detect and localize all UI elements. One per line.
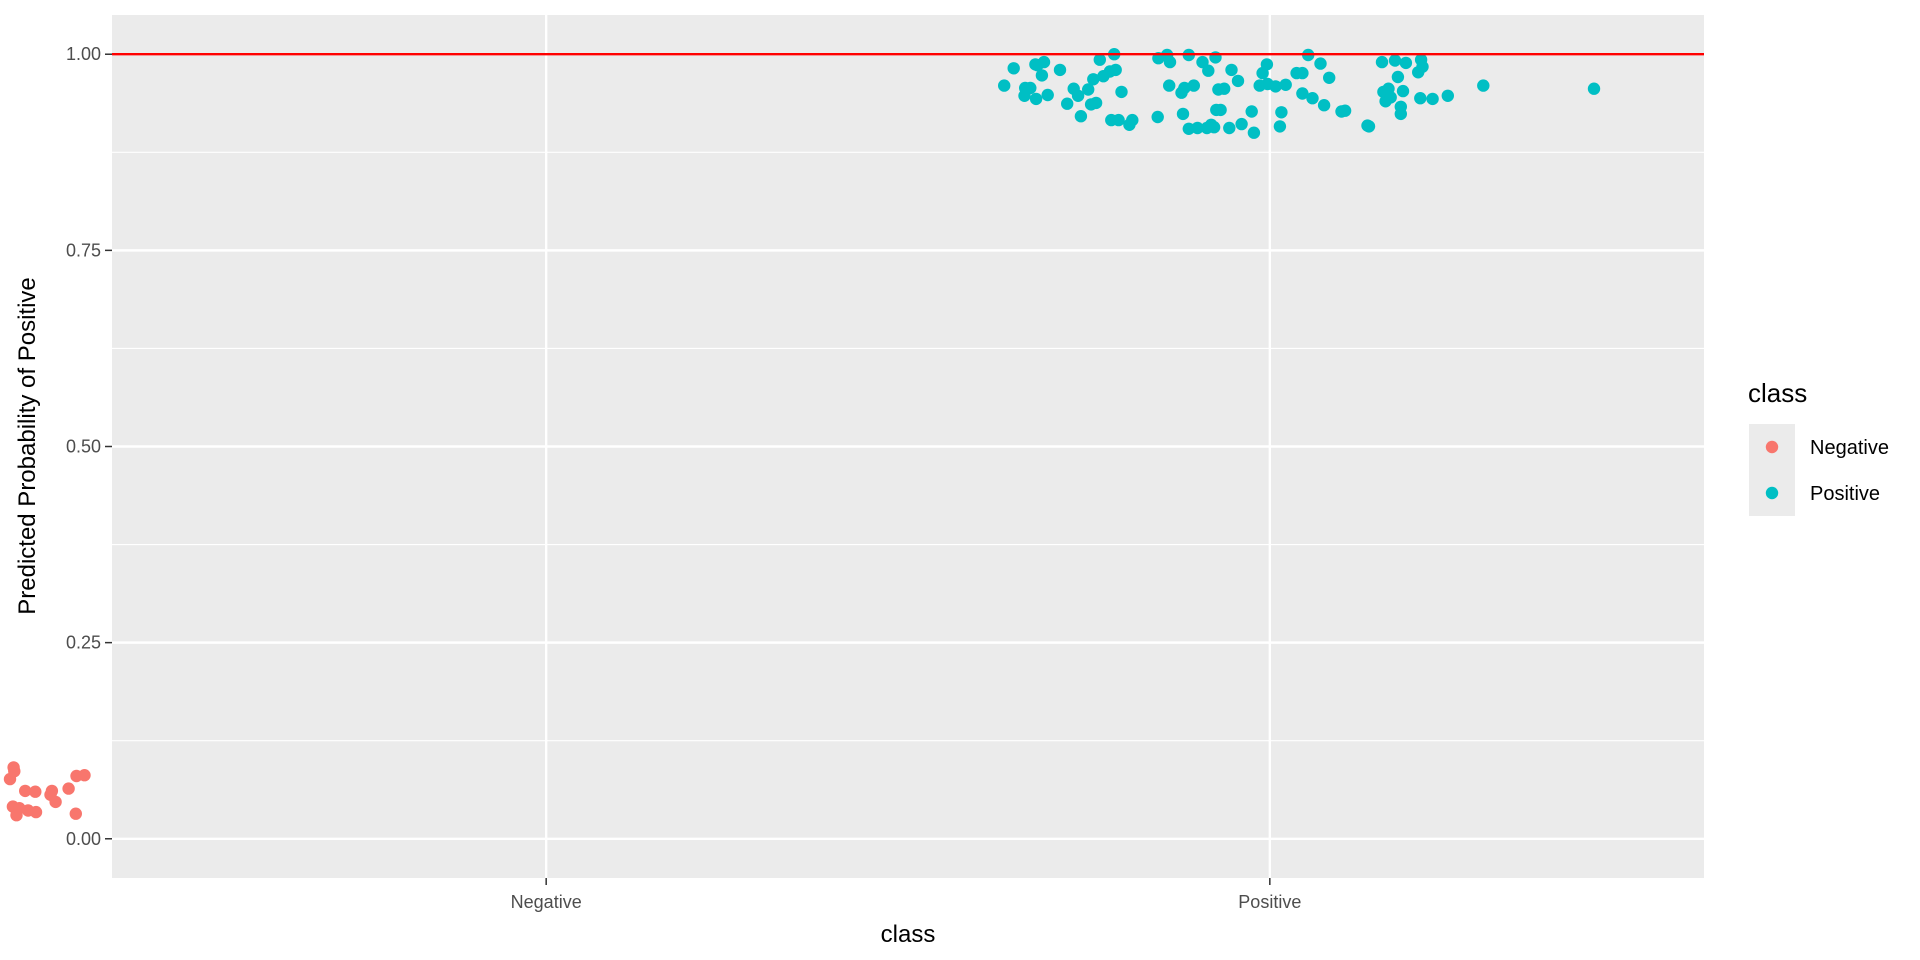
legend-key-positive bbox=[1765, 486, 1779, 500]
data-point-positive bbox=[1082, 83, 1095, 96]
legend: class Negative Positive bbox=[1748, 378, 1889, 516]
data-point-positive bbox=[1314, 57, 1327, 70]
data-point-positive bbox=[1279, 78, 1292, 92]
data-point-positive bbox=[1231, 74, 1245, 88]
data-point-positive bbox=[1396, 84, 1410, 98]
data-point-positive bbox=[1260, 58, 1274, 71]
data-point-positive bbox=[1235, 117, 1248, 131]
data-point-positive bbox=[1089, 96, 1103, 110]
data-point-positive bbox=[1223, 121, 1236, 135]
data-point-positive bbox=[1269, 80, 1282, 93]
y-tick-label: 1.00 bbox=[66, 44, 101, 64]
data-point-positive bbox=[1441, 89, 1455, 103]
legend-title: class bbox=[1748, 378, 1807, 408]
data-point-positive bbox=[1323, 71, 1336, 85]
data-point-positive bbox=[1275, 106, 1288, 119]
data-point-positive bbox=[1176, 107, 1190, 121]
legend-label-positive: Positive bbox=[1810, 483, 1880, 505]
data-point-positive bbox=[1273, 120, 1287, 133]
data-point-negative bbox=[29, 805, 43, 819]
data-point-positive bbox=[1071, 89, 1085, 103]
x-tick-label: Negative bbox=[511, 892, 582, 912]
data-point-positive bbox=[1338, 104, 1352, 117]
data-point-negative bbox=[49, 795, 62, 809]
data-point-positive bbox=[1317, 99, 1331, 112]
data-point-positive bbox=[1074, 110, 1088, 123]
data-point-positive bbox=[1061, 97, 1074, 110]
data-point-positive bbox=[1388, 54, 1402, 67]
data-point-positive bbox=[1391, 70, 1405, 84]
data-point-positive bbox=[1245, 105, 1258, 118]
data-point-positive bbox=[1126, 113, 1139, 127]
data-point-positive bbox=[1587, 82, 1601, 95]
data-point-positive bbox=[1225, 63, 1238, 77]
data-point-positive bbox=[1296, 66, 1309, 80]
y-axis-title: Predicted Probability of Positive bbox=[14, 277, 41, 615]
data-point-positive bbox=[1394, 107, 1408, 121]
data-point-positive bbox=[1416, 60, 1429, 73]
y-tick-label: 0.50 bbox=[66, 437, 101, 457]
data-point-positive bbox=[1399, 56, 1413, 70]
data-point-positive bbox=[1207, 121, 1221, 134]
data-point-positive bbox=[998, 79, 1011, 92]
data-point-negative bbox=[62, 782, 75, 795]
legend-key-negative bbox=[1765, 440, 1779, 454]
data-point-positive bbox=[1115, 85, 1128, 99]
data-point-negative bbox=[19, 784, 32, 798]
data-point-positive bbox=[1296, 87, 1309, 100]
data-point-positive bbox=[1426, 92, 1439, 106]
data-point-positive bbox=[1218, 82, 1231, 95]
data-point-positive bbox=[1375, 55, 1389, 69]
data-point-positive bbox=[1214, 103, 1227, 117]
data-point-positive bbox=[1112, 113, 1125, 127]
legend-entries: Negative Positive bbox=[1749, 424, 1889, 516]
data-point-negative bbox=[29, 785, 42, 798]
x-axis-title: class bbox=[881, 921, 936, 948]
data-point-positive bbox=[1247, 126, 1261, 139]
data-point-positive bbox=[1191, 121, 1204, 135]
data-point-positive bbox=[1477, 79, 1490, 92]
data-point-positive bbox=[1053, 63, 1067, 77]
data-point-negative bbox=[69, 807, 83, 820]
y-axis: 0.00 0.25 0.50 0.75 1.00 bbox=[66, 44, 112, 849]
data-point-positive bbox=[1029, 92, 1043, 106]
data-point-positive bbox=[1087, 73, 1100, 86]
data-points bbox=[3, 48, 1601, 822]
data-point-positive bbox=[1202, 64, 1215, 77]
x-tick-label: Positive bbox=[1238, 892, 1301, 912]
data-point-positive bbox=[1109, 63, 1122, 77]
data-point-positive bbox=[1306, 92, 1319, 105]
minor-gridlines bbox=[112, 151, 1704, 742]
data-point-positive bbox=[1037, 55, 1051, 69]
legend-label-negative: Negative bbox=[1810, 437, 1889, 459]
y-tick-label: 0.00 bbox=[66, 829, 101, 849]
data-point-positive bbox=[1041, 88, 1054, 102]
data-point-positive bbox=[1163, 55, 1177, 69]
y-tick-label: 0.25 bbox=[66, 633, 101, 653]
data-point-positive bbox=[1035, 69, 1049, 82]
y-tick-label: 0.75 bbox=[66, 240, 101, 260]
data-point-positive bbox=[1178, 81, 1191, 95]
data-point-positive bbox=[1384, 91, 1397, 104]
data-point-positive bbox=[1151, 110, 1164, 124]
data-point-positive bbox=[1414, 92, 1427, 105]
data-point-positive bbox=[1362, 120, 1376, 133]
data-point-positive bbox=[1163, 79, 1176, 92]
data-point-negative bbox=[45, 784, 59, 798]
data-point-negative bbox=[8, 765, 21, 778]
data-point-positive bbox=[1024, 81, 1037, 95]
data-point-positive bbox=[1187, 79, 1201, 92]
x-axis: Negative Positive bbox=[511, 878, 1301, 912]
data-point-positive bbox=[1007, 62, 1020, 75]
data-point-negative bbox=[78, 769, 91, 782]
data-point-positive bbox=[1093, 53, 1107, 66]
